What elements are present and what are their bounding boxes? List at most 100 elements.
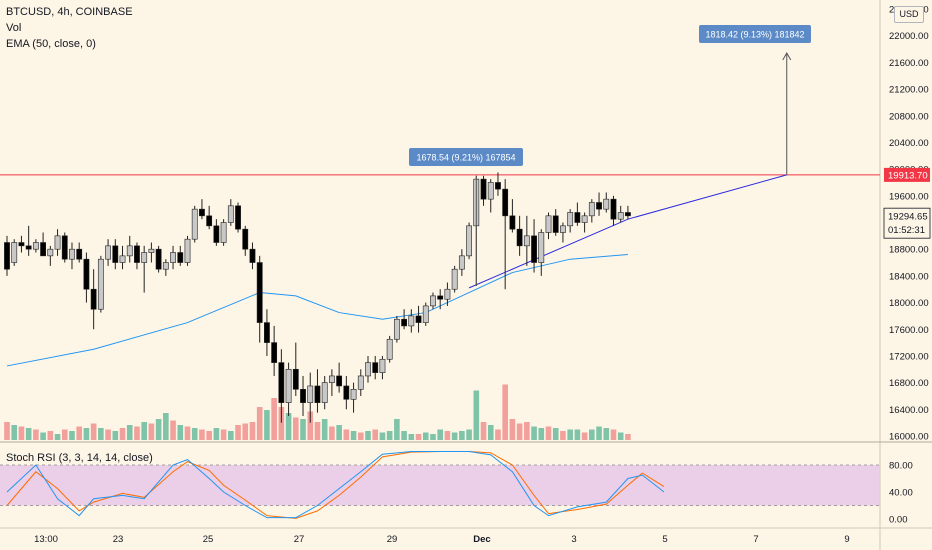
volume-bar — [285, 413, 292, 440]
volume-bar — [524, 422, 530, 440]
candle-body — [307, 385, 314, 403]
price-tick-label: 22000.00 — [889, 31, 929, 42]
volume-bar — [264, 410, 270, 440]
time-axis-label: 5 — [662, 534, 667, 545]
candle-body — [256, 262, 263, 323]
volume-bar — [459, 431, 465, 440]
time-axis-label: 3 — [571, 534, 576, 545]
volume-bar — [473, 390, 480, 440]
volume-bar — [76, 426, 82, 440]
candle-body — [581, 215, 588, 223]
volume-bar — [567, 429, 573, 440]
candle-body — [191, 208, 198, 240]
volume-bar — [422, 432, 429, 440]
volume-bar — [372, 429, 379, 440]
candle-body — [119, 255, 126, 263]
volume-bar — [343, 429, 350, 440]
candle-body — [264, 322, 270, 343]
stoch-d-line — [6, 451, 665, 519]
candle-body — [516, 228, 523, 247]
volume-bar — [610, 429, 617, 440]
volume-bar — [502, 384, 508, 440]
candle-body — [61, 235, 68, 260]
measure-2-label: 1818.42 (9.13%) 181842 — [705, 30, 804, 40]
volume-bar — [25, 428, 32, 440]
candle-body — [495, 182, 501, 190]
volume-bar — [603, 428, 610, 440]
ema-legend: EMA (50, close, 0) — [6, 38, 96, 50]
candle-body — [69, 248, 75, 260]
volume-bar — [155, 419, 162, 440]
volume-bar — [314, 422, 321, 440]
stoch-k-line — [6, 451, 665, 519]
volume-bar — [329, 426, 335, 440]
volume-bar — [61, 429, 68, 440]
volume-bar — [451, 432, 458, 440]
volume-bar — [300, 419, 306, 440]
volume-bar — [617, 432, 624, 440]
volume-bar — [105, 429, 111, 440]
volume-bar — [386, 431, 393, 440]
volume-bar — [163, 413, 169, 440]
candle-body — [458, 255, 465, 270]
candle-body — [40, 242, 46, 257]
volume-bar — [33, 429, 39, 440]
price-tick-label: 20400.00 — [889, 138, 929, 149]
price-tick-label: 17200.00 — [889, 351, 929, 362]
volume-bar — [581, 432, 588, 440]
candle-body — [126, 245, 133, 257]
volume-bar — [220, 429, 227, 440]
volume-bar — [242, 423, 249, 440]
candle-body — [415, 315, 422, 323]
volume-bar — [141, 422, 147, 440]
currency-button[interactable]: USD — [894, 6, 924, 23]
candle-body — [155, 248, 162, 270]
candle-body — [235, 205, 241, 230]
candle-body — [365, 362, 371, 377]
price-tick-label: 18400.00 — [889, 271, 929, 282]
candle-body — [574, 212, 581, 223]
candle-body — [321, 382, 328, 403]
candle-body — [90, 288, 97, 310]
time-axis-label: 25 — [203, 534, 214, 545]
price-tick-label: 19600.00 — [889, 191, 929, 202]
candle-body — [545, 215, 552, 233]
volume-bar — [430, 434, 436, 440]
volume-bar — [379, 432, 386, 440]
candle-body — [18, 242, 25, 247]
candle-body — [386, 338, 393, 360]
volume-bar — [437, 429, 443, 440]
candle-body — [372, 362, 379, 373]
volume-bar — [54, 434, 61, 440]
volume-bar — [213, 428, 220, 440]
price-tick-label: 21200.00 — [889, 85, 929, 96]
resistance-price-label: 19913.70 — [888, 170, 928, 181]
candle-body — [560, 225, 566, 233]
last-price-label: 19294.65 — [888, 212, 928, 223]
volume-bar — [47, 431, 54, 440]
volume-bar — [293, 417, 299, 440]
volume-bar — [394, 419, 400, 440]
volume-bar — [184, 426, 191, 440]
rsi-tick-label: 80.00 — [889, 461, 913, 472]
measure-2-arrowhead — [782, 51, 792, 61]
candle-countdown-label: 01:52:31 — [888, 225, 925, 236]
volume-bar — [495, 429, 501, 440]
price-tick-label: 16400.00 — [889, 405, 929, 416]
volume-bar — [408, 434, 415, 440]
volume-bar — [11, 425, 18, 440]
candle-body — [444, 288, 451, 300]
candle-body — [300, 388, 306, 403]
candle-body — [603, 198, 610, 210]
volume-bar — [40, 432, 46, 440]
volume-bar — [625, 434, 631, 440]
time-axis-label: 7 — [753, 534, 758, 545]
candle-body — [350, 388, 357, 400]
volume-bar — [206, 431, 212, 440]
volume-bar — [235, 425, 241, 440]
candle-body — [148, 248, 155, 253]
candle-body — [336, 375, 343, 387]
candle-body — [379, 358, 386, 373]
candle-body — [625, 212, 631, 217]
